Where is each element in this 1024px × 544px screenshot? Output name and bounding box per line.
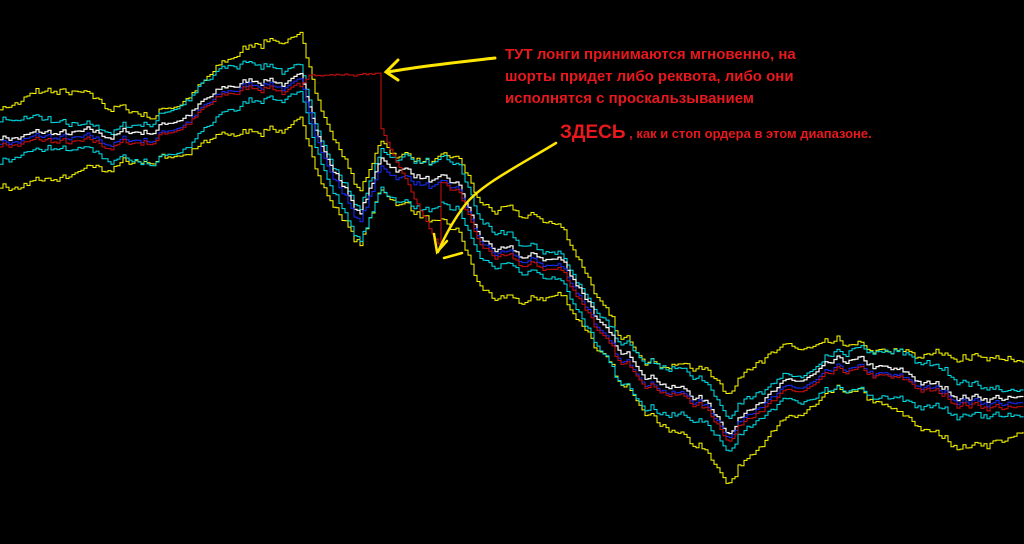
annotation-line: шорты придет либо реквота, либо они xyxy=(505,68,794,85)
series-line-upper-band xyxy=(0,60,1024,419)
arrow-2-dash xyxy=(442,251,464,260)
series-line-lower-outer-band xyxy=(0,116,1024,484)
arrow-2 xyxy=(436,141,558,254)
annotation-longs-shorts: ТУТ лонги принимаются мгновенно, на шорт… xyxy=(505,44,796,110)
series-line-signal xyxy=(0,72,1024,442)
series-line-price xyxy=(0,73,1024,435)
annotation-line: ТУТ лонги принимаются мгновенно, на xyxy=(505,46,796,63)
arrow-1 xyxy=(386,56,497,74)
annotation-here-title: ЗДЕСЬ xyxy=(560,122,626,143)
series-line-lower-band xyxy=(0,90,1024,452)
arrow-2-head xyxy=(432,232,449,255)
series-line-upper-outer-band xyxy=(0,31,1024,394)
arrow-1-head xyxy=(383,58,400,82)
annotation-line: исполнятся с проскальзыванием xyxy=(505,90,754,107)
series-line-average xyxy=(0,78,1024,438)
annotation-here: ЗДЕСЬ , как и стоп ордера в этом диапазо… xyxy=(560,122,872,145)
annotation-here-text: , как и стоп ордера в этом диапазоне. xyxy=(625,126,872,141)
